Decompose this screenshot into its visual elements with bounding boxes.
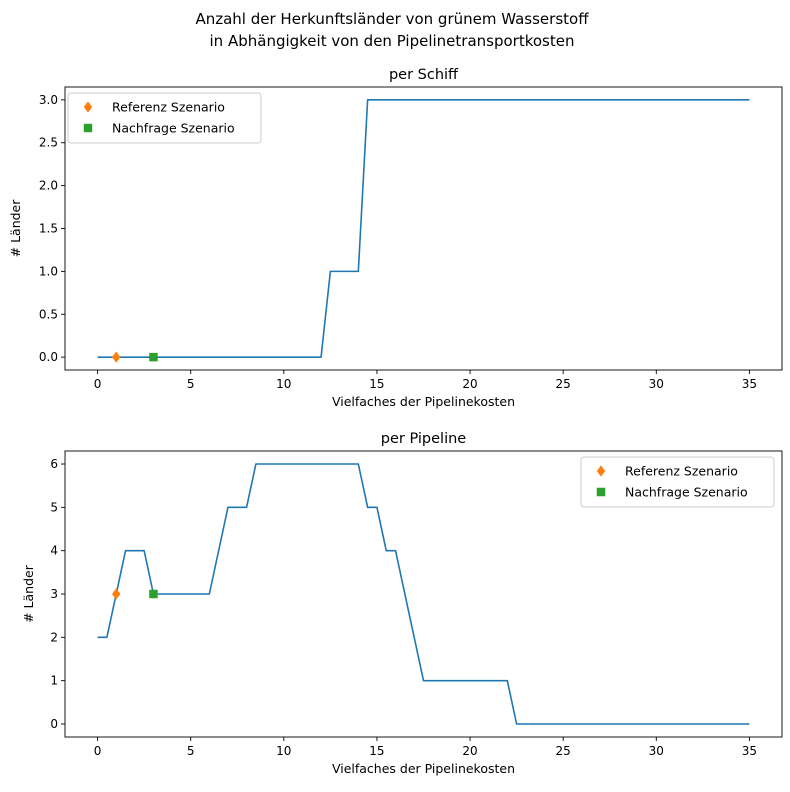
figure-title-line-2: in Abhängigkeit von den Pipelinetranspor… [210,32,575,50]
x-tick-label: 30 [649,377,664,391]
subplot-ship: per Schiff 0 5 10 15 20 25 30 35 0.0 0.5 1.0 1.5 2.0 2… [8,67,783,409]
legend-entry-label: Referenz Szenario [112,100,225,115]
x-tick-label: 10 [276,377,291,391]
y-tick-label: 5 [50,500,58,514]
legend-box [67,92,262,144]
legend-reference-marker [83,101,93,113]
legend-demand-marker [83,123,93,133]
y-tick-label: 1.0 [39,264,58,278]
x-axis-label: Vielfaches der Pipelinekosten [332,394,515,409]
x-tick-label: 15 [369,744,384,758]
x-tick-label: 25 [556,744,571,758]
y-tick-label: 0 [50,717,58,731]
reference-scenario-marker [112,351,121,363]
y-tick-label: 0.0 [39,350,58,364]
y-axis-label: # Länder [21,564,36,623]
legend-entry-label: Nachfrage Szenario [112,121,235,136]
legend: Referenz Szenario Nachfrage Szenario [67,92,262,144]
x-tick-label: 35 [742,744,757,758]
y-tick-label: 3 [50,587,58,601]
figure-title-line-1: Anzahl der Herkunftsländer von grünem Wa… [195,10,589,28]
legend: Referenz Szenario Nachfrage Szenario [580,456,775,508]
series-line [97,99,750,358]
legend-reference-marker [596,465,606,477]
subplot-pipeline: per Pipeline 0 5 10 15 20 25 30 35 0 1 2 3 4 5 6 Vielfac… [21,431,783,776]
subplot-title: per Schiff [389,67,459,83]
x-tick-label: 15 [369,377,384,391]
x-tick-label: 0 [94,744,102,758]
y-tick-label: 1.5 [39,222,58,236]
y-tick-label: 1 [50,674,58,688]
x-tick-label: 30 [649,744,664,758]
x-tick-label: 20 [462,744,477,758]
legend-box [580,456,775,508]
y-tick-label: 2.0 [39,179,58,193]
demand-scenario-marker [149,589,158,599]
x-tick-label: 10 [276,744,291,758]
y-tick-label: 2.5 [39,136,58,150]
y-tick-label: 6 [50,457,58,471]
y-tick-label: 3.0 [39,93,58,107]
legend-entry-label: Referenz Szenario [625,464,738,479]
plot-frame [64,450,783,738]
legend-demand-marker [596,487,606,497]
demand-scenario-marker [149,352,158,362]
x-tick-label: 5 [187,744,195,758]
legend-entry-label: Nachfrage Szenario [625,485,748,500]
y-tick-label: 2 [50,630,58,644]
plot-frame [64,86,783,371]
series-line [97,463,750,725]
x-tick-label: 0 [94,377,102,391]
x-axis-label: Vielfaches der Pipelinekosten [332,761,515,776]
x-tick-label: 35 [742,377,757,391]
reference-scenario-marker [112,588,121,600]
y-tick-label: 0.5 [39,307,58,321]
y-tick-label: 4 [50,544,58,558]
subplot-title: per Pipeline [381,431,467,447]
x-tick-label: 5 [187,377,195,391]
x-tick-label: 20 [462,377,477,391]
x-tick-label: 25 [556,377,571,391]
y-axis-label: # Länder [8,199,23,258]
